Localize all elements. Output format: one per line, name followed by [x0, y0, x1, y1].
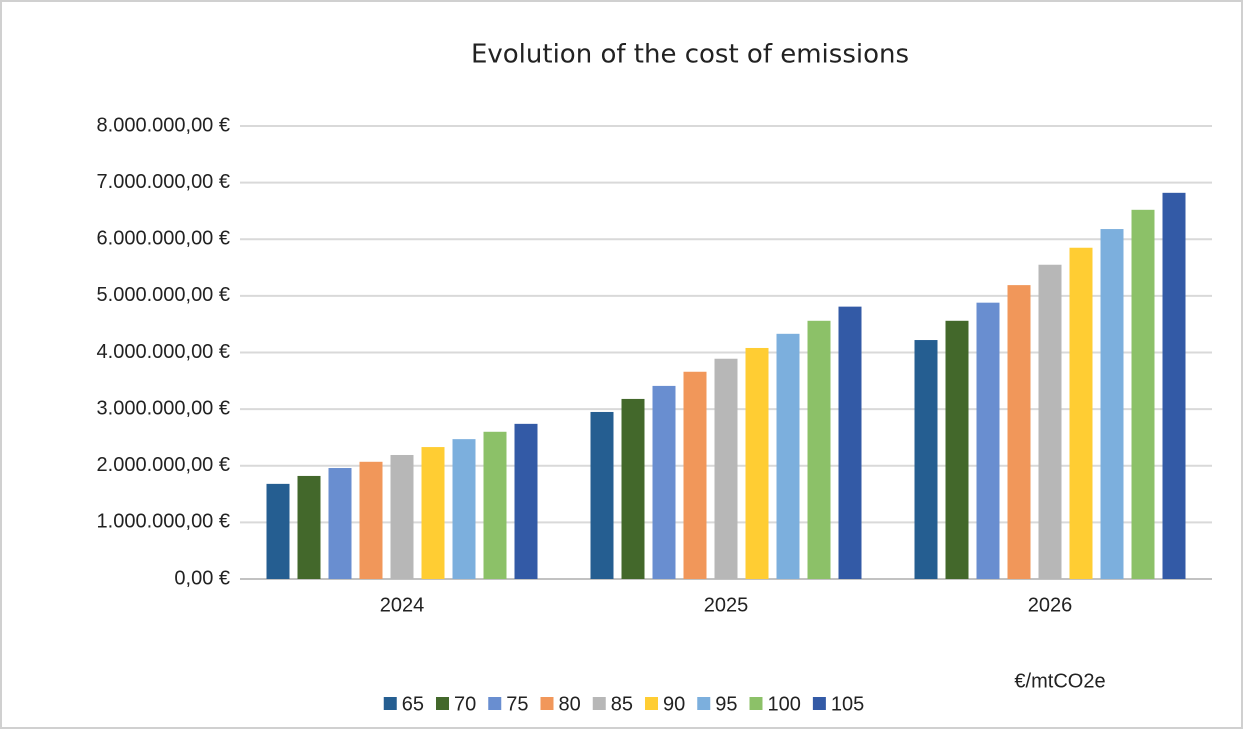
bar [683, 371, 707, 579]
bar [590, 411, 614, 579]
bar [452, 439, 476, 579]
x-tick-label: 2025 [704, 594, 749, 616]
bar [621, 398, 645, 579]
legend-label: 70 [454, 693, 476, 715]
legend-swatch [540, 697, 554, 710]
bar [776, 333, 800, 579]
bar [1069, 247, 1093, 579]
bar [421, 447, 445, 579]
legend-label: 65 [402, 693, 424, 715]
x-tick-label: 2026 [1028, 594, 1073, 616]
x-tick-label: 2024 [380, 594, 425, 616]
y-tick-label: 3.000.000,00 € [97, 397, 230, 419]
bar [714, 358, 738, 579]
bar [297, 475, 321, 579]
legend-swatch [812, 697, 826, 710]
y-tick-label: 4.000.000,00 € [97, 341, 230, 363]
legend-swatch [436, 697, 449, 710]
chart-title: Evolution of the cost of emissions [471, 40, 909, 70]
y-tick-label: 5.000.000,00 € [97, 284, 230, 306]
legend-swatch [592, 697, 606, 710]
legend-swatch [645, 697, 658, 710]
bar [1162, 192, 1186, 579]
y-tick-label: 8.000.000,00 € [97, 114, 230, 136]
y-tick-label: 1.000.000,00 € [97, 511, 230, 533]
bar [1038, 264, 1062, 579]
legend-swatch [383, 697, 397, 710]
y-tick-label: 6.000.000,00 € [97, 228, 230, 250]
legend-label: 75 [506, 693, 528, 715]
bar [807, 320, 831, 579]
legend-label: 100 [768, 693, 801, 715]
bar [945, 320, 969, 579]
annotation: €/mtCO2e [1014, 670, 1105, 692]
legend-label: 90 [663, 693, 685, 715]
bar [359, 461, 383, 579]
bar [1007, 285, 1031, 579]
bar [1131, 209, 1155, 579]
bar [328, 468, 352, 579]
legend-swatch [749, 697, 763, 710]
bar [514, 423, 538, 579]
bar [483, 431, 507, 579]
bar [1100, 229, 1124, 579]
legend-swatch [488, 697, 502, 710]
bar [266, 483, 290, 579]
bar [390, 454, 414, 579]
y-tick-label: 2.000.000,00 € [97, 454, 230, 476]
legend-label: 85 [611, 693, 633, 715]
bar [976, 302, 1000, 579]
bar [652, 385, 676, 579]
legend-label: 105 [831, 693, 864, 715]
y-tick-label: 7.000.000,00 € [97, 171, 230, 193]
bar [838, 306, 862, 579]
bar [745, 347, 769, 579]
bar [914, 340, 938, 579]
y-tick-label: 0,00 € [174, 567, 230, 589]
legend-label: 80 [559, 693, 581, 715]
legend-swatch [697, 697, 711, 710]
legend-label: 95 [715, 693, 737, 715]
